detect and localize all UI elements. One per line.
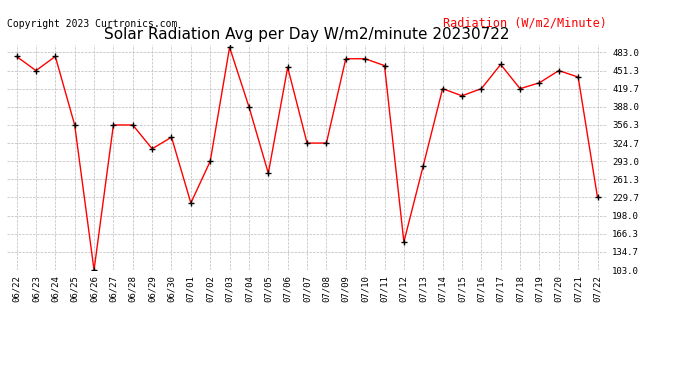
Title: Solar Radiation Avg per Day W/m2/minute 20230722: Solar Radiation Avg per Day W/m2/minute … xyxy=(104,27,510,42)
Text: Copyright 2023 Curtronics.com: Copyright 2023 Curtronics.com xyxy=(7,19,177,29)
Text: Radiation (W/m2/Minute): Radiation (W/m2/Minute) xyxy=(444,16,607,29)
